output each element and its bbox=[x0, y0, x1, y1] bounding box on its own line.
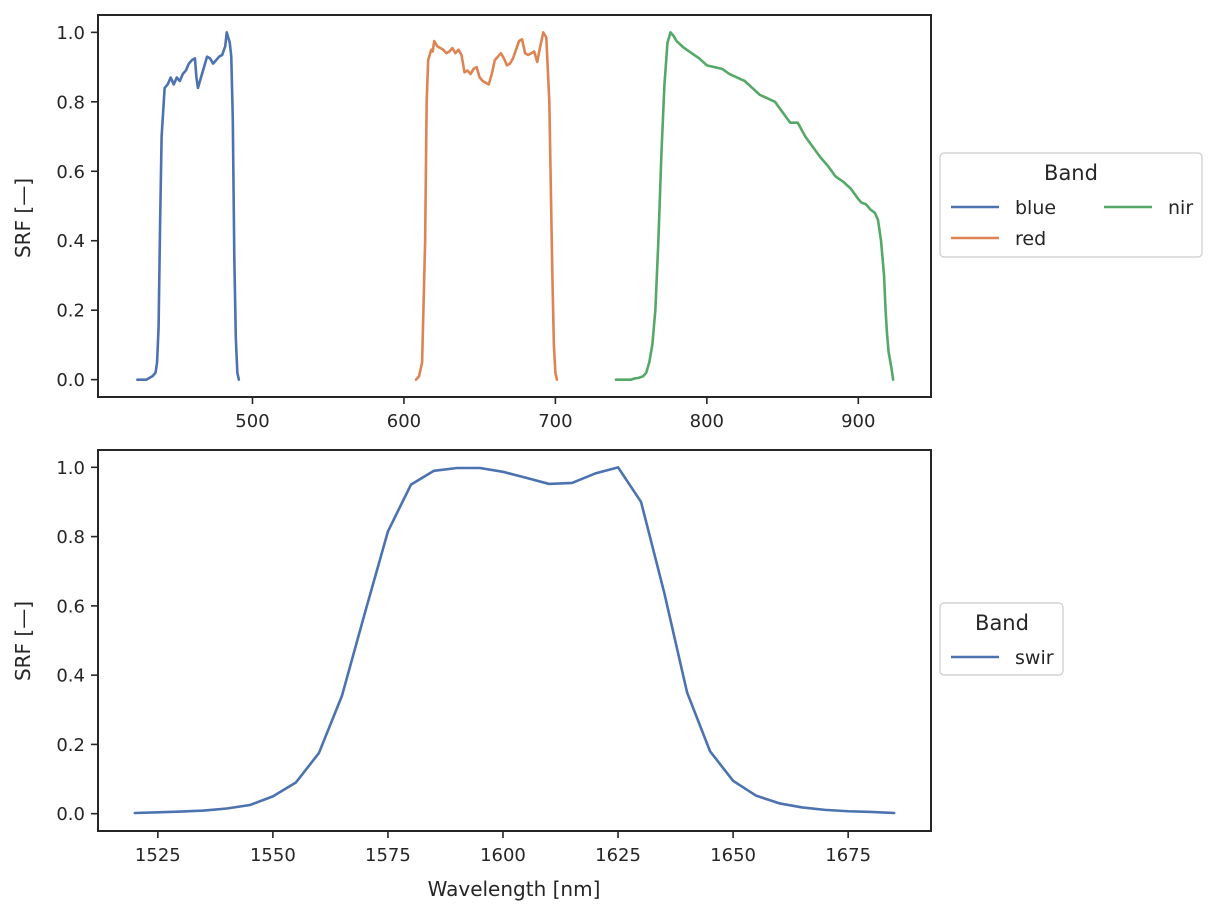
bottom-series-line-swir bbox=[133, 466, 896, 815]
bottom-y-tick-label: 0.8 bbox=[56, 527, 85, 548]
bottom-x-tick-label: 1675 bbox=[825, 845, 871, 866]
top-x-tick-label: 700 bbox=[538, 411, 572, 432]
top-chart-panel: 500 600 700 800 900 0.0 0.2 0.4 0.6 0.8 1.0 SRF [—… bbox=[11, 14, 1203, 432]
bottom-legend-entries: swir bbox=[951, 647, 1054, 669]
top-legend: Band blue red nir bbox=[939, 152, 1203, 258]
top-legend-box bbox=[939, 152, 1203, 258]
top-y-tick-label: 0.2 bbox=[56, 301, 85, 322]
bottom-x-tick-label: 1575 bbox=[365, 845, 411, 866]
bottom-y-axis-label: SRF [—] bbox=[11, 601, 35, 681]
top-series-line-nir bbox=[614, 31, 895, 381]
top-legend-label-blue: blue bbox=[1015, 197, 1056, 219]
bottom-y-tick-label: 0.6 bbox=[56, 596, 85, 617]
top-series-line-blue bbox=[136, 31, 241, 381]
bottom-legend: Band swir bbox=[939, 602, 1064, 676]
top-y-tick-label: 1.0 bbox=[56, 23, 85, 44]
top-y-tick-label: 0.6 bbox=[56, 162, 85, 183]
top-legend-title: Band bbox=[1044, 161, 1098, 185]
bottom-series-layer bbox=[133, 466, 896, 815]
top-x-tick-label: 600 bbox=[387, 411, 421, 432]
bottom-chart-panel: 1525 1550 1575 1600 1625 1650 1675 0.0 0.2 0.4 0.6… bbox=[11, 449, 1064, 901]
top-x-tick-label: 900 bbox=[841, 411, 875, 432]
top-y-tick-label: 0.8 bbox=[56, 92, 85, 113]
top-ticks-layer: 500 600 700 800 900 0.0 0.2 0.4 0.6 0.8 1.0 bbox=[56, 23, 875, 432]
top-x-tick-label: 500 bbox=[235, 411, 269, 432]
bottom-x-tick-label: 1600 bbox=[480, 845, 526, 866]
top-y-tick-label: 0.0 bbox=[56, 370, 85, 391]
bottom-axes-frame bbox=[97, 449, 932, 832]
top-axes-frame bbox=[97, 14, 932, 398]
bottom-y-tick-label: 0.0 bbox=[56, 804, 85, 825]
bottom-x-axis-label: Wavelength [nm] bbox=[428, 877, 601, 901]
bottom-legend-title: Band bbox=[975, 611, 1029, 635]
top-legend-label-nir: nir bbox=[1168, 197, 1193, 219]
bottom-x-tick-label: 1625 bbox=[595, 845, 641, 866]
bottom-ticks-layer: 1525 1550 1575 1600 1625 1650 1675 0.0 0.2 0.4 0.6… bbox=[56, 458, 871, 866]
top-legend-entries: blue red nir bbox=[951, 197, 1193, 250]
bottom-legend-label-swir: swir bbox=[1015, 647, 1054, 669]
bottom-x-tick-label: 1525 bbox=[135, 845, 181, 866]
top-legend-label-red: red bbox=[1015, 228, 1046, 250]
top-series-line-red bbox=[414, 31, 559, 381]
top-x-tick-label: 800 bbox=[690, 411, 724, 432]
top-y-axis-label: SRF [—] bbox=[11, 178, 35, 258]
bottom-y-tick-label: 1.0 bbox=[56, 458, 85, 479]
top-y-tick-label: 0.4 bbox=[56, 231, 85, 252]
bottom-x-tick-label: 1550 bbox=[250, 845, 296, 866]
bottom-y-tick-label: 0.4 bbox=[56, 666, 85, 687]
bottom-y-tick-label: 0.2 bbox=[56, 735, 85, 756]
top-series-layer bbox=[136, 31, 895, 381]
bottom-x-tick-label: 1650 bbox=[710, 845, 756, 866]
